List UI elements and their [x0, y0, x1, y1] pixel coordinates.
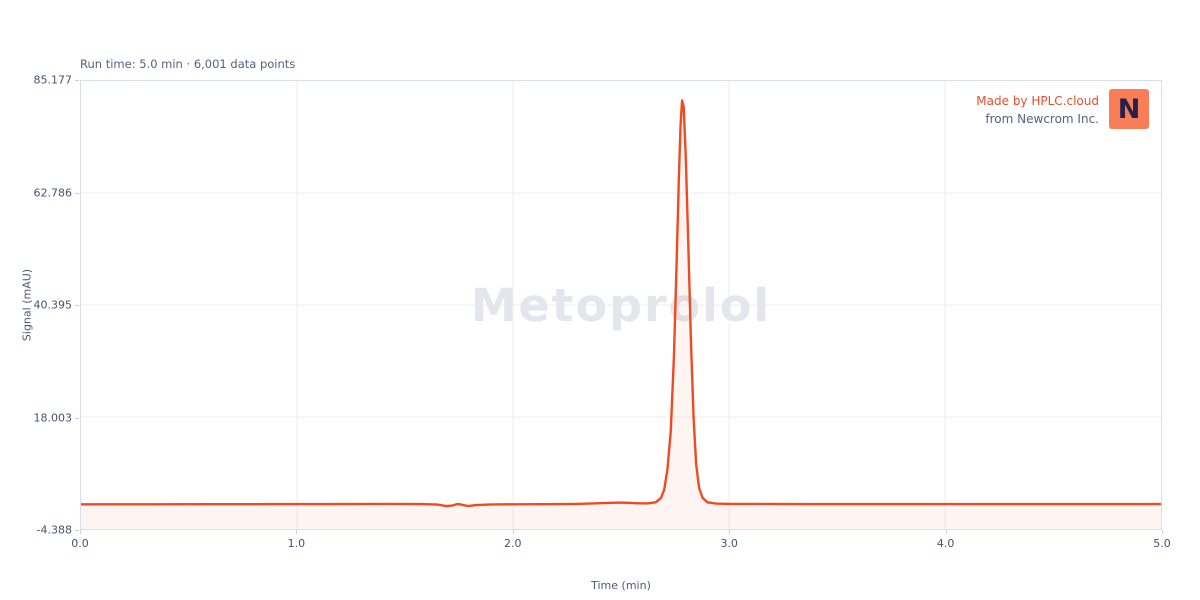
y-tick-label: 40.395 [33, 298, 73, 312]
run-info-text: Run time: 5.0 min · 6,001 data points [80, 57, 296, 71]
x-tick-mark [945, 530, 947, 534]
y-tick-label: 18.003 [33, 411, 73, 424]
x-axis-title: Time (min) [591, 579, 651, 592]
x-tick-label: 3.0 [720, 537, 738, 550]
x-tick-label: 4.0 [936, 537, 955, 550]
gridlines [81, 81, 1161, 529]
logo-letter: N [1117, 93, 1141, 125]
newcrom-logo[interactable]: N [1109, 89, 1149, 129]
y-tick-mark [75, 417, 79, 419]
y-tick-label: 62.786 [33, 186, 73, 199]
made-by-hplc-cloud-link[interactable]: Made by HPLC.cloud [976, 94, 1099, 108]
x-tick-mark [1162, 530, 1163, 534]
y-axis-ticks: 85.177 62.786 40.395 18.003 -4.388 [0, 74, 73, 537]
chromatogram-trace [81, 99, 1161, 508]
y-tick-label: -4.388 [36, 523, 72, 537]
y-tick-mark [75, 530, 79, 531]
x-tick-label: 5.0 [1153, 537, 1171, 550]
x-tick-mark [296, 530, 298, 534]
x-tick-label: 2.0 [504, 537, 522, 550]
x-tick-mark [512, 530, 514, 534]
x-tick-label: 1.0 [287, 537, 306, 550]
y-tick-mark [75, 305, 79, 306]
x-tick-label: 0.0 [71, 537, 89, 550]
attribution-text: Made by HPLC.cloud from Newcrom Inc. [976, 89, 1099, 128]
y-tick-label: 85.177 [33, 73, 73, 87]
watermark-title: Metoprolol [471, 278, 771, 332]
x-axis-ticks: 0.0 1.0 2.0 3.0 4.0 5.0 [71, 537, 1171, 553]
attribution-badge: Made by HPLC.cloud from Newcrom Inc. N [976, 89, 1149, 129]
y-tick-mark [75, 80, 79, 81]
newcrom-credit-text: from Newcrom Inc. [985, 112, 1099, 126]
plot-area: Metoprolol Made by HPLC.cloud from Newcr… [80, 80, 1162, 530]
x-tick-mark [729, 530, 731, 534]
y-tick-mark [75, 192, 79, 194]
x-tick-mark [80, 530, 81, 534]
chromatogram-svg: Metoprolol [81, 81, 1161, 529]
